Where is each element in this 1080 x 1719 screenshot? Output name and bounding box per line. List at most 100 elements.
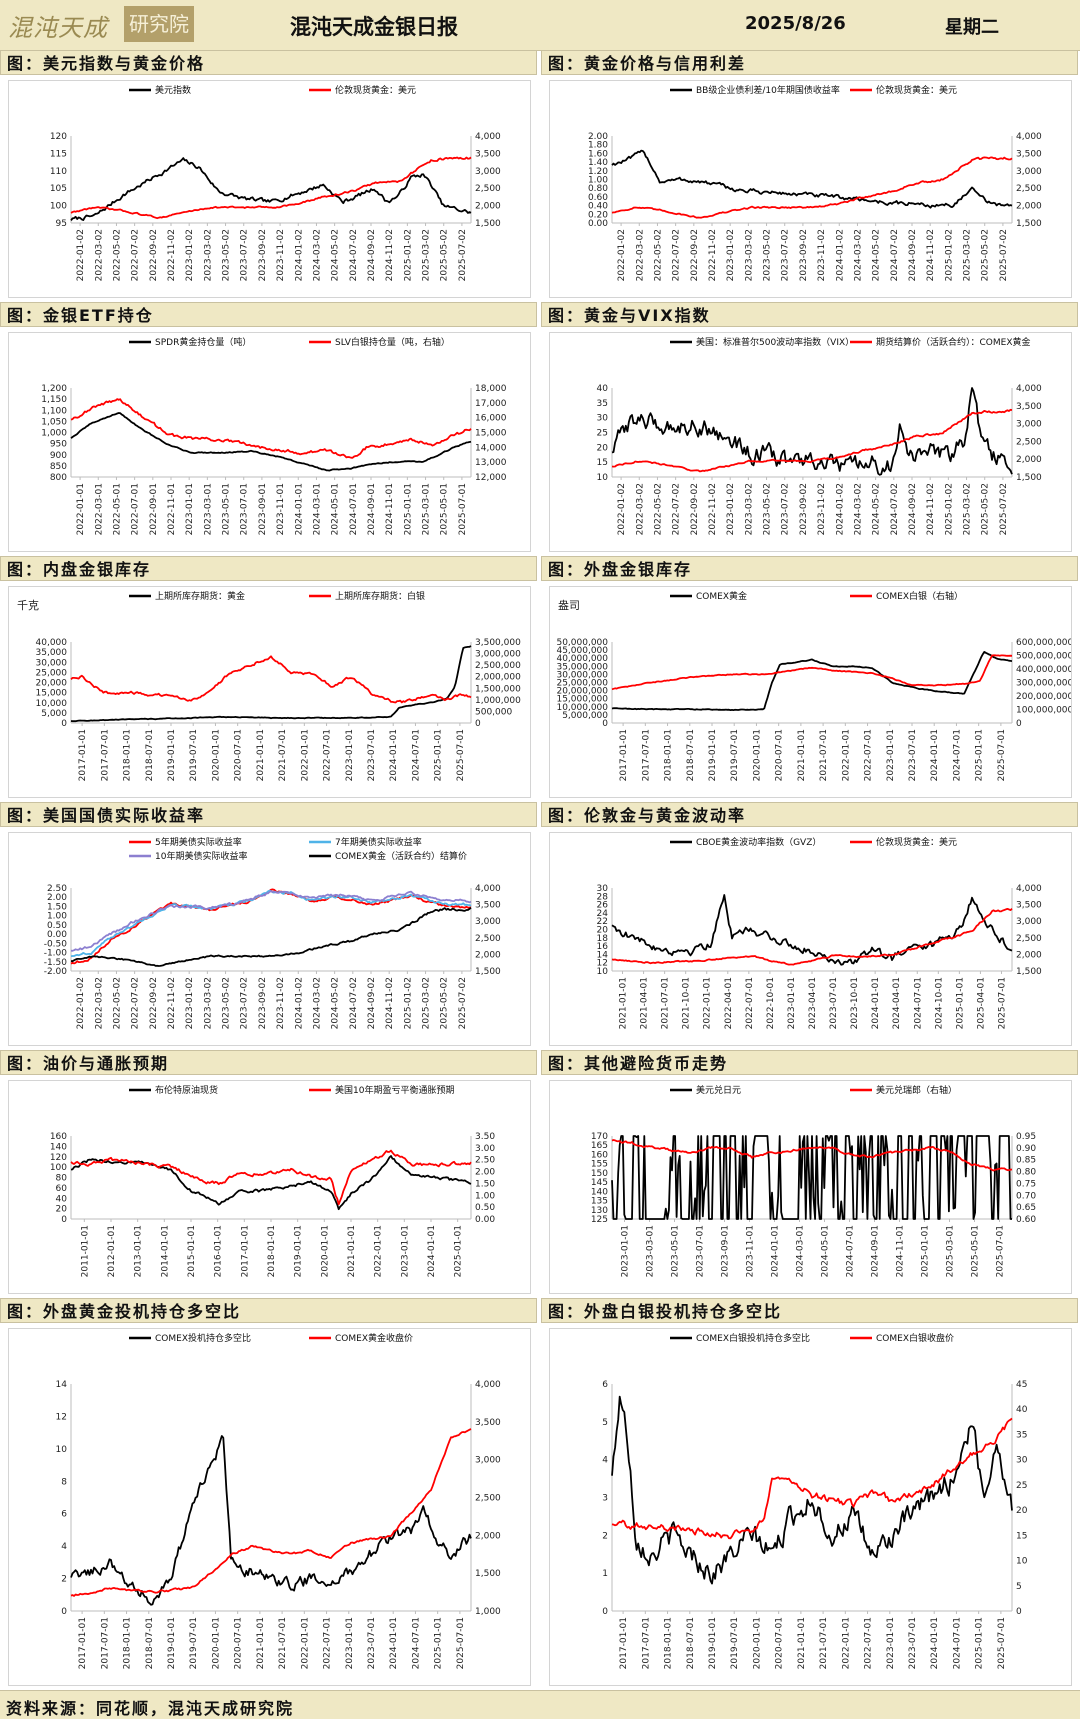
y-tick-label: 950 xyxy=(50,440,67,450)
y-tick-label: 30,000,000 xyxy=(556,670,608,680)
x-tick-label: 2024-01-01 xyxy=(294,483,304,535)
x-tick-label: 2025-01-02 xyxy=(944,483,954,535)
x-tick-label: 2015-01-01 xyxy=(187,1225,197,1277)
x-tick-label: 2022-07-02 xyxy=(672,229,682,281)
legend-label: 伦敦现货黄金：美元 xyxy=(335,84,416,96)
x-tick-label: 2017-07-01 xyxy=(641,729,651,781)
chart-svg: 95 100 105 110 115 120 1,500 2,000 2,500 3,000 3,5… xyxy=(50,84,501,281)
y-tick-label: 15 xyxy=(597,458,608,468)
x-tick-label: 2025-01-01 xyxy=(454,1225,464,1277)
x-tick-label: 2022-11-02 xyxy=(167,977,177,1029)
x-tick-label: 2017-07-01 xyxy=(100,729,110,781)
y-tick-label: 0.40 xyxy=(588,202,608,212)
x-tick-label: 2022-03-01 xyxy=(94,483,104,535)
x-tick-label: 2022-01-02 xyxy=(617,483,627,535)
legend-label: 7年期美债实际收益率 xyxy=(335,836,422,848)
x-tick-label: 2017-01-01 xyxy=(240,1225,250,1277)
y-tick-label: 1.50 xyxy=(47,902,67,912)
y2-tick-label: 45 xyxy=(1016,1380,1027,1390)
y2-tick-label: 3,500 xyxy=(475,901,501,911)
y2-tick-label: 2,500 xyxy=(475,184,501,194)
x-tick-label: 2024-03-02 xyxy=(853,483,863,535)
chart-panel: 图：油价与通胀预期 0 20 40 60 80 100 120 140 160 0.00 0.50 1.… xyxy=(0,1050,539,1298)
y-tick-label: 120 xyxy=(50,1153,67,1163)
x-tick-label: 2024-01-01 xyxy=(871,977,881,1029)
y-tick-label: 1,200 xyxy=(41,384,67,394)
y2-tick-label: 15,000 xyxy=(475,429,507,439)
x-tick-label: 2025-03-02 xyxy=(963,483,973,535)
x-tick-label: 2019-07-01 xyxy=(730,729,740,781)
y2-tick-label: 4,000 xyxy=(475,884,501,894)
y2-tick-label: 3.50 xyxy=(475,1132,495,1142)
x-tick-label: 2023-11-02 xyxy=(817,483,827,535)
x-tick-label: 2019-07-01 xyxy=(189,729,199,781)
legend-label: 10年期美债实际收益率 xyxy=(155,850,247,862)
y-tick-label: 60 xyxy=(56,1184,68,1194)
y-tick-label: 140 xyxy=(591,1187,608,1197)
x-tick-label: 2019-01-01 xyxy=(708,729,718,781)
x-tick-label: 2023-01-01 xyxy=(345,1617,355,1669)
chart-area: 125 130 135 140 145 150 155 160 165 170 0.60 0.65 0.… xyxy=(549,1080,1072,1294)
x-tick-label: 2023-05-01 xyxy=(222,483,232,535)
x-tick-label: 2018-07-01 xyxy=(686,729,696,781)
x-tick-label: 2022-07-02 xyxy=(131,977,141,1029)
y2-tick-label: 0 xyxy=(475,719,481,729)
x-tick-label: 2024-07-02 xyxy=(349,229,359,281)
y-tick-label: 6 xyxy=(61,1510,67,1520)
x-tick-label: 2022-09-02 xyxy=(690,229,700,281)
y2-tick-label: 0.70 xyxy=(1016,1191,1036,1201)
y-tick-label: 110 xyxy=(50,167,67,177)
y-tick-label: 8 xyxy=(61,1477,67,1487)
y-axis-label: 盎司 xyxy=(558,598,580,612)
y-tick-label: 1,100 xyxy=(41,406,67,416)
x-tick-label: 2021-07-01 xyxy=(661,977,671,1029)
y-tick-label: 40,000,000 xyxy=(556,654,608,664)
x-tick-label: 2022-05-02 xyxy=(112,977,122,1029)
x-tick-label: 2022-01-01 xyxy=(841,1617,851,1669)
chart-svg: 05,000,00010,000,00015,000,00020,000,000… xyxy=(556,590,1071,781)
y2-tick-label: 2,500,000 xyxy=(475,661,521,671)
y-tick-label: 0 xyxy=(602,719,608,729)
x-tick-label: 2024-05-02 xyxy=(872,483,882,535)
x-tick-label: 2024-01-02 xyxy=(835,483,845,535)
x-tick-label: 2024-11-02 xyxy=(926,483,936,535)
x-tick-label: 2022-10-01 xyxy=(766,977,776,1029)
x-tick-label: 2023-09-02 xyxy=(258,229,268,281)
x-tick-label: 2024-09-01 xyxy=(871,1225,881,1277)
y-tick-label: 10 xyxy=(56,1445,68,1455)
chart-panel: 图：外盘白银投机持仓多空比 0 1 2 3 4 5 6 0 5 10 15 20 25 30 35 40 45 20… xyxy=(541,1298,1080,1690)
x-tick-label: 2025-05-02 xyxy=(440,229,450,281)
x-tick-label: 2016-01-01 xyxy=(214,1225,224,1277)
x-tick-label: 2024-03-02 xyxy=(312,229,322,281)
y2-tick-label: 100,000,000 xyxy=(1016,706,1071,716)
report-title: 混沌天成金银日报 xyxy=(290,15,458,39)
x-tick-label: 2025-01-02 xyxy=(403,229,413,281)
y2-tick-label: 1,500 xyxy=(1016,219,1042,229)
x-tick-label: 2025-03-02 xyxy=(422,977,432,1029)
x-tick-label: 2014-01-01 xyxy=(160,1225,170,1277)
x-tick-label: 2024-11-02 xyxy=(385,977,395,1029)
series-line xyxy=(611,1139,1013,1172)
x-tick-label: 2023-07-02 xyxy=(781,229,791,281)
x-tick-label: 2022-01-02 xyxy=(76,977,86,1029)
chart-panel: 图：外盘黄金投机持仓多空比 0 2 4 6 8 10 12 14 1,000 1,500 2,000 2… xyxy=(0,1298,539,1690)
y-tick-label: -1.50 xyxy=(44,958,68,968)
y2-tick-label: 3,500,000 xyxy=(475,638,521,648)
x-tick-label: 2025-05-01 xyxy=(971,1225,981,1277)
x-tick-label: 2024-11-01 xyxy=(385,483,395,535)
y-tick-label: 165 xyxy=(591,1141,608,1151)
x-tick-label: 2024-05-02 xyxy=(331,977,341,1029)
legend-label: SLV白银持仓量（吨，右轴） xyxy=(335,336,450,348)
y-tick-label: 15,000,000 xyxy=(556,695,608,705)
x-tick-label: 2019-01-01 xyxy=(167,729,177,781)
logo-box: 研究院 xyxy=(124,6,194,42)
x-tick-label: 2023-07-01 xyxy=(240,483,250,535)
y-tick-label: 0.00 xyxy=(588,219,608,229)
x-tick-label: 2024-01-02 xyxy=(294,229,304,281)
y-axis-label: 千克 xyxy=(17,599,39,612)
legend-label: BB级企业债利差/10年期国债收益率 xyxy=(696,84,840,96)
x-tick-label: 2023-09-02 xyxy=(799,483,809,535)
y-tick-label: 1.00 xyxy=(588,176,608,186)
x-tick-label: 2023-03-01 xyxy=(203,483,213,535)
series-line xyxy=(70,1149,472,1206)
